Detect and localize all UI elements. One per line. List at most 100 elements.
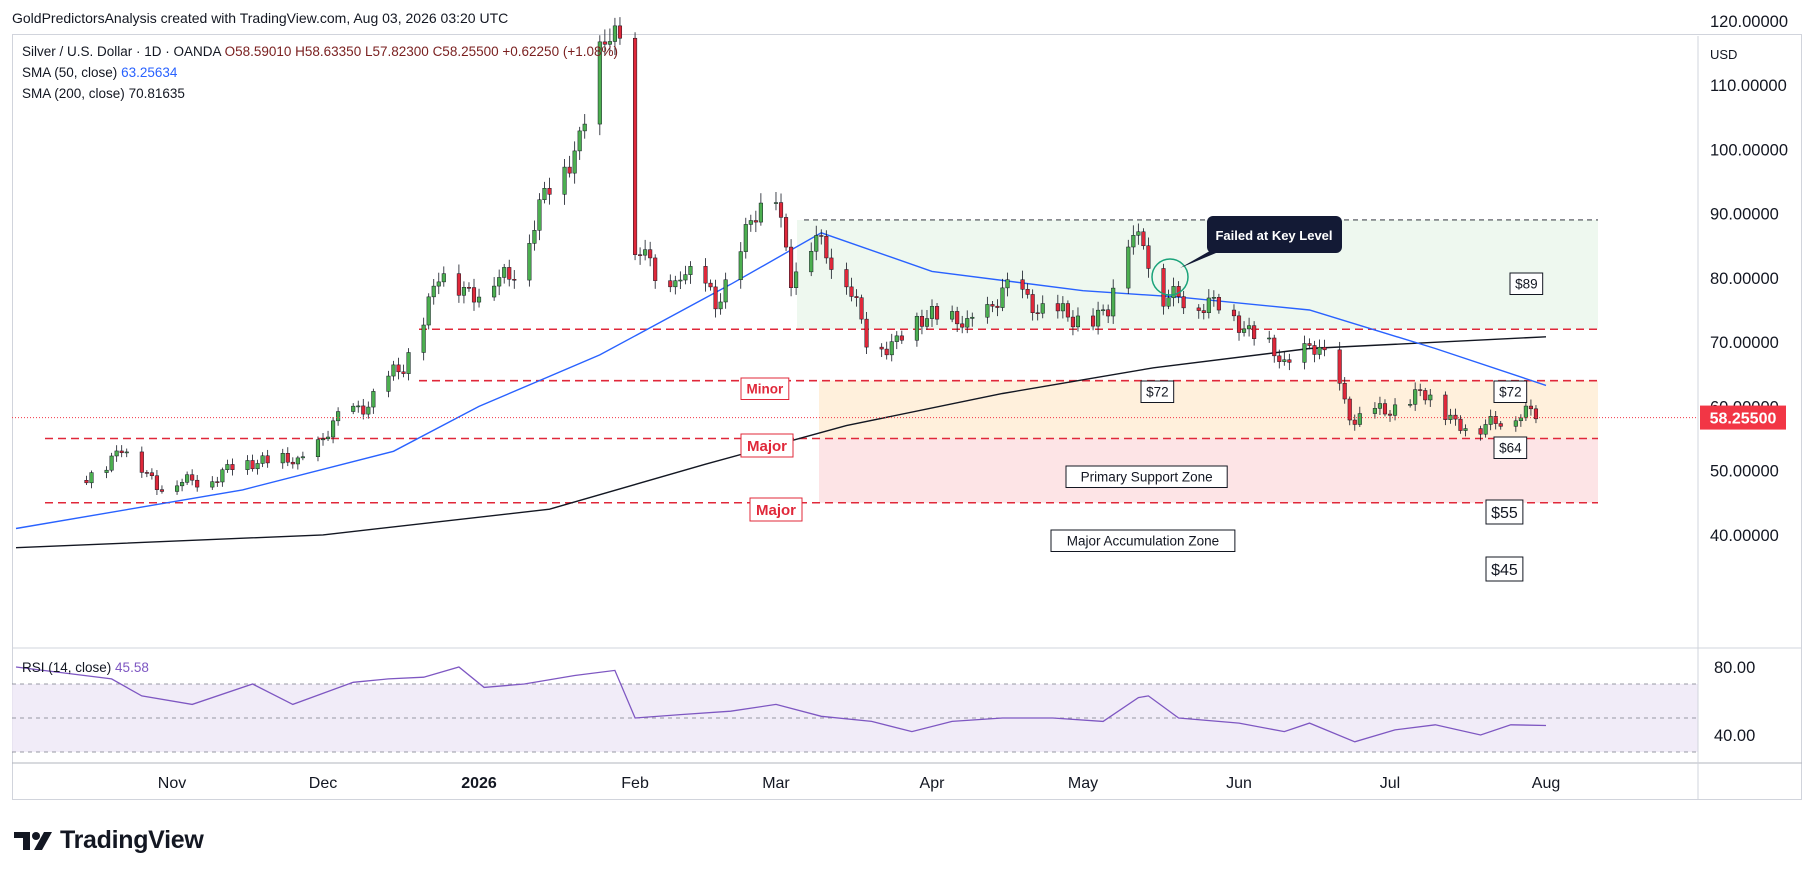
candle [290,457,295,469]
candle [1302,335,1307,370]
candle-body [683,274,688,281]
candle-body [139,451,144,473]
candle-body [1242,328,1247,333]
candle-body [738,251,743,281]
candle-body [315,439,321,457]
candle [512,270,517,289]
candle [1111,279,1116,324]
candle [366,401,371,419]
candle-body [894,335,899,342]
candle-body [824,235,829,259]
candle-body [1146,245,1151,269]
candle [844,262,849,295]
candle [668,274,673,293]
candle-body [743,224,748,252]
candle [1196,304,1201,319]
candle-body [1005,279,1010,289]
candle [1483,419,1488,438]
candle [265,449,270,468]
price-axis-tick: 120.00000 [1710,13,1788,31]
candle-body [1000,287,1005,308]
candle-body [1196,307,1201,311]
sma200-legend[interactable]: SMA (200, close) 70.81635 [22,86,185,101]
candle-body [1267,337,1272,340]
symbol-legend[interactable]: Silver / U.S. Dollar · 1D · OANDA O58.59… [22,44,618,59]
candle-body [1352,419,1357,425]
candle [502,263,507,284]
candle-body [985,304,990,318]
candle [104,466,109,479]
candle-body [748,220,753,225]
candle-body [547,188,552,195]
candle [1181,290,1186,315]
candle [159,485,165,494]
candle [849,277,854,302]
candle [1337,341,1342,391]
candle [1533,405,1539,424]
candle-body [723,279,728,303]
candle-body [1030,294,1035,313]
candle [713,279,718,318]
candle [1060,296,1065,319]
sma50-legend[interactable]: SMA (50, close) 63.25634 [22,65,177,80]
candle [1518,414,1523,427]
candle-body [1528,405,1533,410]
candle-body [1518,417,1523,422]
label-89-box [1509,272,1544,295]
label-minor: Minor [747,382,784,397]
candle-body [255,463,260,470]
candle [431,278,436,305]
candle [859,294,864,324]
rsi-value: 45.58 [115,660,149,675]
candle [819,229,824,245]
label-55: $55 [1491,505,1518,522]
candle [285,447,290,467]
time-axis-label: May [1068,775,1098,792]
candle [180,478,185,492]
candle-body [633,37,638,255]
candle-body [1060,303,1065,312]
candle [1136,223,1141,245]
rsi-legend[interactable]: RSI (14, close) 45.58 [22,660,149,675]
candle-body [1020,279,1025,290]
candle-body [527,243,532,281]
candle [778,193,784,228]
candle [1413,382,1418,411]
tradingview-logo-icon [14,831,52,850]
candle [809,242,814,277]
candle-body [809,250,814,273]
candle [753,210,758,233]
candle-body [1387,413,1393,416]
candle [361,398,366,420]
candle [899,330,904,344]
candle-body [1277,355,1282,362]
candle-body [1272,337,1277,357]
candle [1478,425,1483,441]
candle [84,475,89,486]
candle [678,271,683,290]
candle-body [104,469,109,473]
candle-body [934,306,940,320]
candle [824,230,829,264]
legend-low: L57.82300 [364,44,429,59]
tradingview-logo[interactable]: TradingView [14,826,204,855]
candle [1498,420,1503,430]
candle [1287,353,1292,371]
candle [255,459,260,475]
candle-body [572,150,577,174]
candle [1252,321,1257,346]
candle-body [678,279,683,282]
candle-body [351,405,356,412]
candle [154,470,159,496]
candle [351,403,356,415]
candle [466,282,472,292]
candle [1423,387,1428,405]
candle [1231,304,1237,322]
legend-open: O58.59010 [224,44,292,59]
candle-body [648,249,653,259]
candle [562,158,567,205]
candle [210,476,215,490]
candle-body [154,475,159,490]
candle [1493,410,1498,430]
